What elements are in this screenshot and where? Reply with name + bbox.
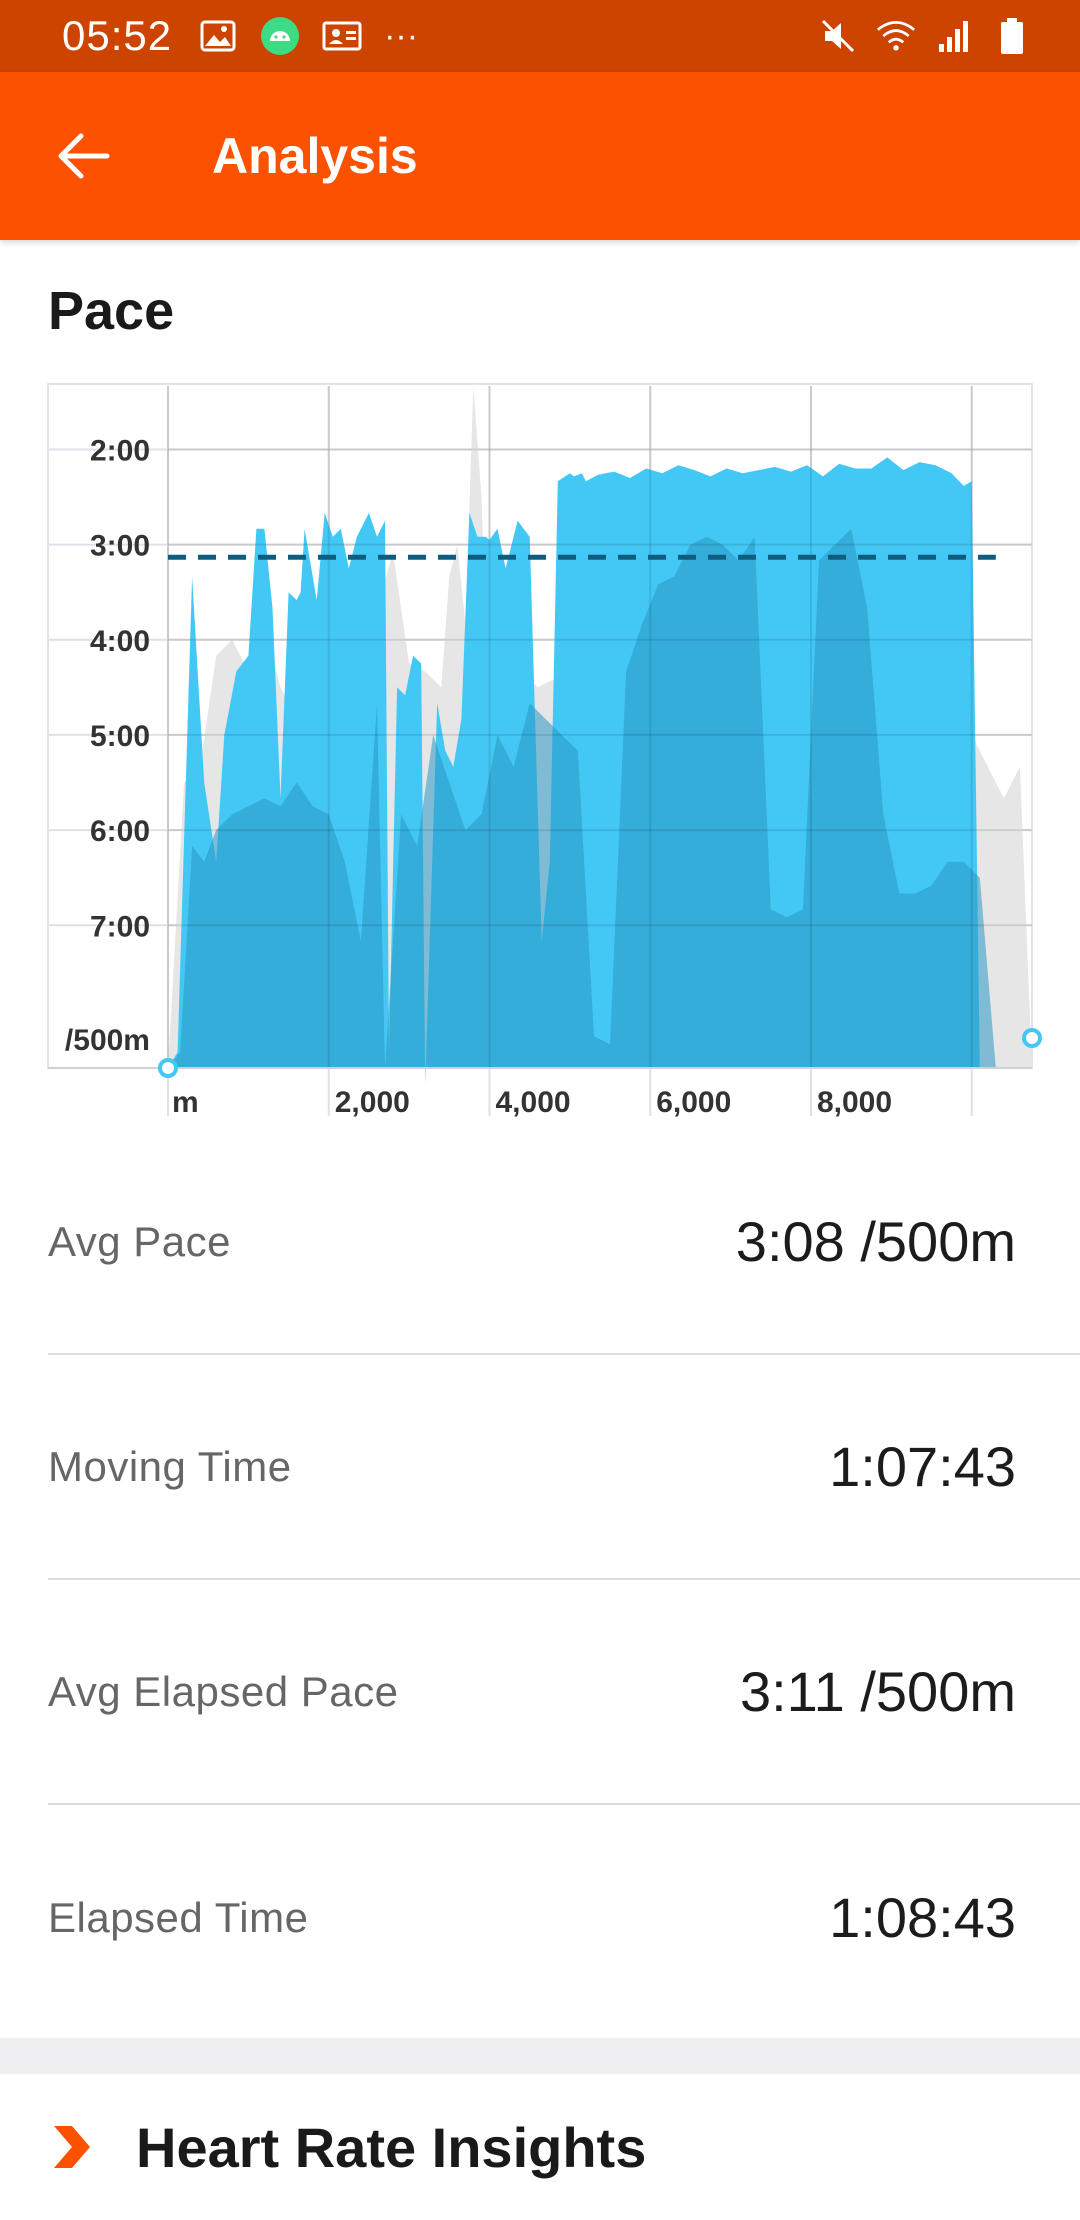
- y-tick-label: 3:00: [90, 530, 150, 563]
- insights-title: Heart Rate Insights: [136, 2115, 647, 2179]
- y-tick-label: 6:00: [90, 815, 150, 848]
- x-unit-label: m: [172, 1086, 199, 1119]
- chart-avg-line: [48, 386, 1032, 1069]
- y-tick-label: 5:00: [90, 720, 150, 753]
- battery-icon: [992, 16, 1032, 56]
- x-tick-label: 2,000: [335, 1086, 410, 1119]
- stat-label: Avg Pace: [48, 1217, 232, 1265]
- y-tick-label: 2:00: [90, 434, 150, 467]
- heart-rate-insights-header[interactable]: Heart Rate Insights: [0, 2074, 1080, 2220]
- pace-chart[interactable]: 2:00 3:00 4:00 5:00 6:00 7:00/500m m 2,000 4,000…: [0, 370, 1080, 1130]
- android-icon: [260, 16, 300, 56]
- stat-value: 1:07:43: [829, 1435, 1016, 1498]
- stat-row-moving-time: Moving Time 1:07:43: [48, 1355, 1080, 1580]
- chart-markers[interactable]: [158, 1028, 1042, 1078]
- range-end-handle[interactable]: [1022, 1028, 1042, 1048]
- stat-value: 3:11 /500m: [739, 1660, 1016, 1723]
- mute-icon: [818, 16, 858, 56]
- stat-label: Elapsed Time: [48, 1893, 309, 1941]
- back-button[interactable]: [40, 112, 128, 200]
- page-title: Analysis: [212, 128, 418, 184]
- stat-row-avg-pace: Avg Pace 3:08 /500m: [48, 1130, 1080, 1355]
- status-left-icons: ···: [198, 16, 418, 56]
- stat-label: Moving Time: [48, 1442, 292, 1490]
- chart-ticks: 2:00 3:00 4:00 5:00 6:00 7:00/500m m 2,000 4,000…: [65, 434, 892, 1119]
- range-start-handle[interactable]: [158, 1058, 178, 1078]
- stat-value: 3:08 /500m: [735, 1210, 1016, 1273]
- section-divider: [0, 2038, 1080, 2074]
- status-bar: 05:52 ···: [0, 0, 1080, 72]
- more-dots-icon: ···: [384, 16, 419, 55]
- status-right-icons: [818, 16, 1032, 56]
- stat-row-avg-elapsed-pace: Avg Elapsed Pace 3:11 /500m: [48, 1580, 1080, 1805]
- app-bar: Analysis: [0, 72, 1080, 240]
- x-tick-label: 4,000: [495, 1086, 570, 1119]
- status-time: 05:52: [62, 12, 173, 59]
- x-tick-label: 6,000: [656, 1086, 731, 1119]
- stats-list: Avg Pace 3:08 /500m Moving Time 1:07:43 …: [0, 1130, 1080, 2030]
- stat-value: 1:08:43: [829, 1886, 1016, 1949]
- signal-icon: [934, 16, 974, 56]
- x-tick-label: 8,000: [817, 1086, 892, 1119]
- pace-chart-svg[interactable]: 2:00 3:00 4:00 5:00 6:00 7:00/500m m 2,000 4,000…: [0, 370, 1080, 1130]
- y-tick-label: 4:00: [90, 625, 150, 658]
- y-unit-label: /500m: [65, 1024, 150, 1057]
- image-icon: [198, 16, 238, 56]
- contact-card-icon: [322, 16, 362, 56]
- wifi-icon: [876, 16, 916, 56]
- elapsed-pace-area: [168, 528, 1000, 1068]
- stat-label: Avg Elapsed Pace: [48, 1667, 399, 1715]
- stat-row-elapsed-time: Elapsed Time 1:08:43: [48, 1805, 1080, 2030]
- y-tick-label: 7:00: [90, 910, 150, 943]
- chevron-right-icon: [52, 2121, 96, 2173]
- section-title: Pace: [48, 281, 175, 341]
- arrow-left-icon: [58, 133, 110, 179]
- chart-areas: [168, 386, 1032, 1084]
